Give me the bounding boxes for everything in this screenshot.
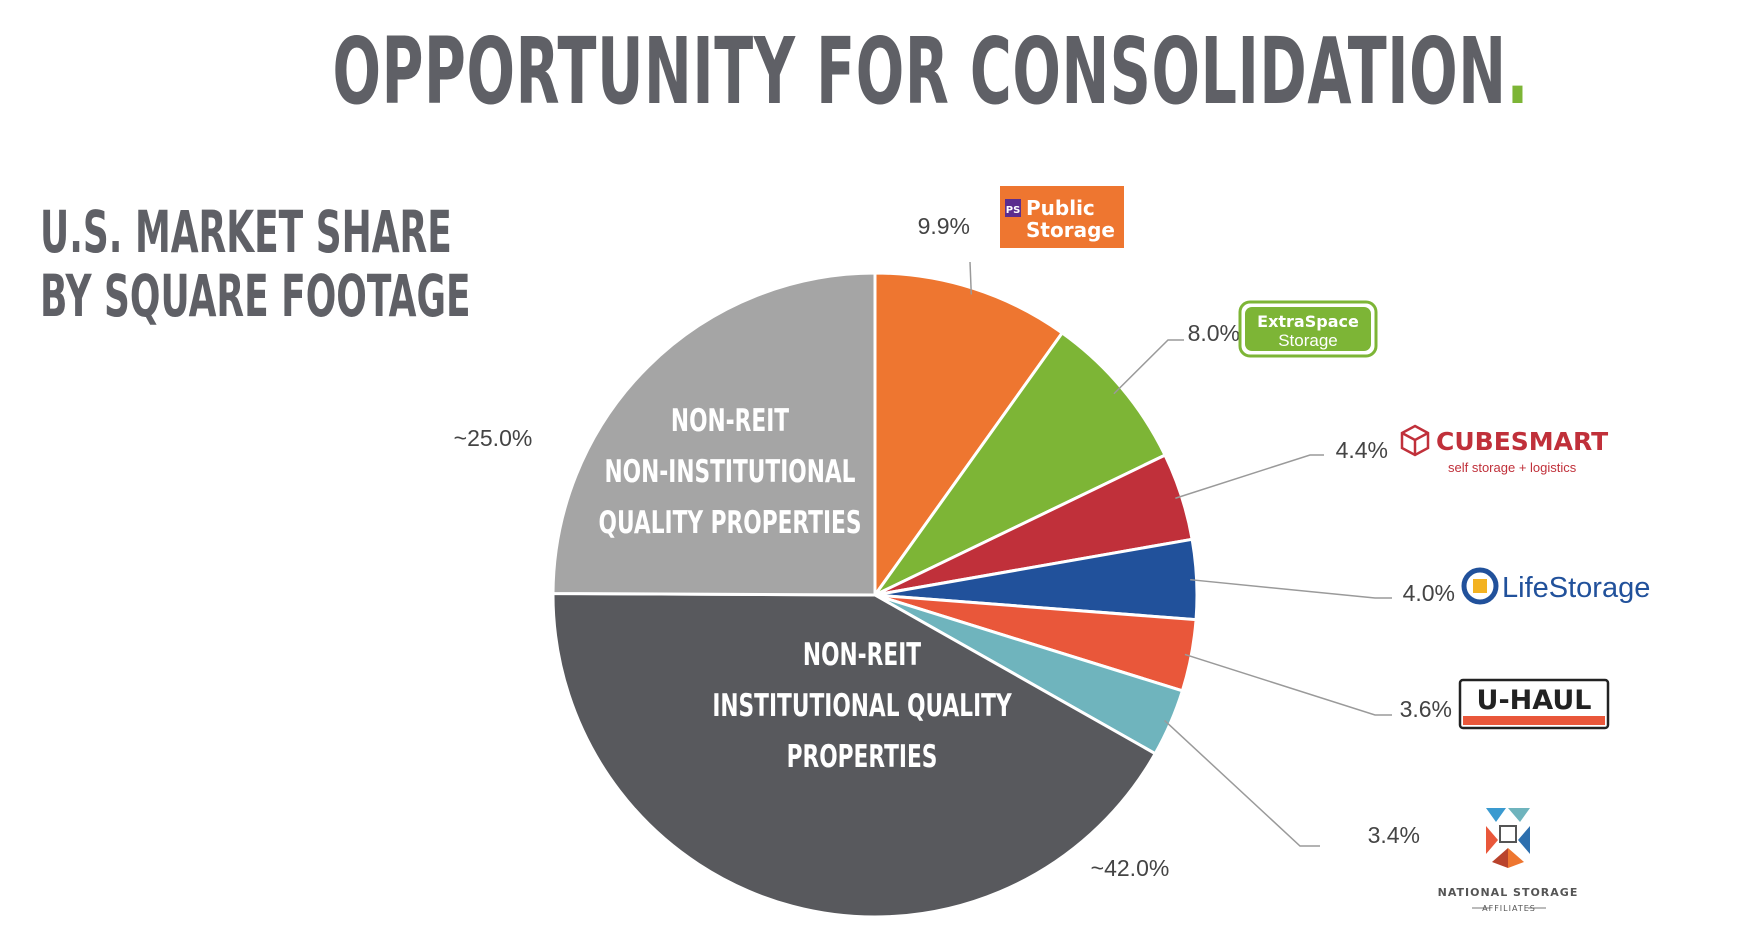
slice-percent-label: 3.6%: [1400, 696, 1452, 722]
cubesmart-name: CUBESMART: [1436, 427, 1608, 456]
slice-inner-label: PROPERTIES: [787, 739, 938, 775]
slice-percent-label: 4.0%: [1403, 580, 1455, 606]
slice-percent-label: 9.9%: [918, 213, 970, 239]
cubesmart-logo: CUBESMART self storage + logistics: [1400, 424, 1608, 475]
uhaul-logo: U-HAUL: [1458, 678, 1610, 730]
life-storage-logo: LifeStorage: [1461, 567, 1650, 605]
pie-slice-extra-space-storage: [873, 330, 1168, 597]
public-storage-line2: Storage: [1026, 218, 1115, 242]
slice-labels: 9.9% 8.0% 4.4% 4.0% 3.6% 3.4% ~42.0% NON-REIT IN…: [454, 213, 1455, 881]
pie-slices: [551, 271, 1199, 919]
subtitle-line-1: U.S. MARKET SHARE: [40, 198, 452, 266]
extra-space-line1: ExtraSpace: [1257, 312, 1359, 331]
extra-space-line2: Storage: [1278, 331, 1338, 350]
leader-line: [1164, 719, 1320, 847]
slice-percent-label: ~42.0%: [1091, 855, 1170, 881]
page-title-text: OPPORTUNITY FOR CONSOLIDATION: [332, 18, 1507, 125]
uhaul-name: U-HAUL: [1477, 685, 1592, 716]
slice-inner-label: NON-INSTITUTIONAL: [605, 454, 856, 490]
pie-slice-non-reit-institutional-quality-properties: [551, 591, 1158, 919]
page-title-dot: .: [1506, 18, 1529, 125]
extra-space-storage-logo: ExtraSpace Storage: [1238, 300, 1378, 358]
page-title: OPPORTUNITY FOR CONSOLIDATION.: [333, 18, 1529, 125]
pie-slice-non-reit-non-institutional-quality-properties: [551, 271, 877, 597]
leader-line: [1184, 653, 1392, 716]
public-storage-badge: PS: [1006, 205, 1021, 216]
slice-percent-label: 8.0%: [1188, 320, 1240, 346]
slice-percent-label: 3.4%: [1368, 822, 1420, 848]
slice-percent-label: ~25.0%: [454, 425, 533, 451]
leader-line: [1175, 454, 1324, 499]
nsa-line1: NATIONAL STORAGE: [1438, 886, 1579, 899]
pie-slice-public-storage: [873, 271, 1065, 600]
nsa-mark-icon: [1486, 808, 1530, 868]
leader-line: [1190, 578, 1392, 599]
chart-subtitle: U.S. MARKET SHARE BY SQUARE FOOTAGE: [40, 200, 471, 328]
cubesmart-tagline: self storage + logistics: [1448, 460, 1577, 475]
life-storage-name: LifeStorage: [1502, 572, 1650, 604]
cube-icon: [1400, 424, 1430, 457]
subtitle-line-2: BY SQUARE FOOTAGE: [40, 262, 471, 330]
nsa-line2: AFFILIATES: [1482, 904, 1536, 913]
leader-lines: [969, 261, 1392, 847]
slice-percent-label: 4.4%: [1336, 437, 1388, 463]
leader-line: [1113, 339, 1184, 395]
life-storage-ring-icon: [1461, 567, 1499, 605]
national-storage-affiliates-logo: NATIONAL STORAGE AFFILIATES: [1438, 808, 1579, 913]
slice-inner-label: INSTITUTIONAL QUALITY: [712, 688, 1012, 724]
public-storage-line1: Public: [1026, 196, 1095, 220]
leader-line: [969, 261, 973, 295]
public-storage-logo: PS Public Storage: [1000, 186, 1124, 248]
slice-inner-label: NON-REIT: [671, 403, 790, 439]
slice-inner-label: QUALITY PROPERTIES: [599, 505, 862, 541]
slice-inner-label: NON-REIT: [803, 637, 922, 673]
